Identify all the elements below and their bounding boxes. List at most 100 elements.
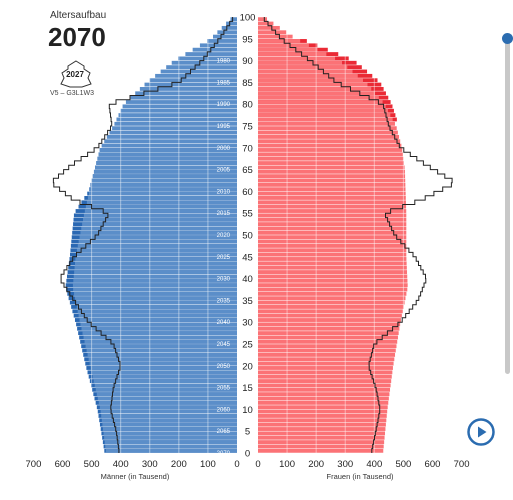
female-bar: [258, 78, 363, 83]
female-bar: [258, 191, 406, 196]
male-bar: [120, 108, 237, 113]
female-bar: [258, 326, 400, 331]
male-bar: [125, 100, 237, 104]
female-bar: [258, 252, 407, 257]
male-bar: [92, 174, 238, 179]
male-bar: [101, 418, 237, 423]
age-tick-label: 90: [242, 56, 253, 67]
female-bar: [258, 274, 408, 279]
play-icon[interactable]: [467, 418, 495, 446]
age-tick-label: 40: [242, 274, 253, 285]
male-bar: [81, 226, 237, 231]
x-tick-label-male: 200: [171, 459, 187, 470]
male-outline-2027: [52, 17, 234, 453]
birth-year-label: 2010: [217, 189, 231, 195]
male-bar: [80, 322, 237, 327]
male-bar: [166, 65, 237, 70]
female-bar: [258, 165, 405, 170]
female-bar: [258, 339, 398, 344]
female-bar: [258, 87, 372, 91]
female-bar: [258, 261, 407, 266]
male-bar: [84, 339, 238, 344]
x-tick-label-female: 600: [425, 459, 441, 470]
age-tick-label: 70: [242, 143, 253, 154]
male-bar: [83, 335, 237, 340]
female-bar: [258, 387, 391, 392]
x-tick-label-male: 0: [234, 459, 239, 470]
male-bar: [91, 370, 237, 375]
male-bar: [90, 182, 237, 187]
male-bar: [101, 143, 237, 148]
female-bar: [258, 187, 406, 192]
birth-year-label: 1995: [217, 124, 231, 130]
male-bar: [79, 235, 237, 240]
female-bar: [258, 257, 407, 261]
male-bar: [130, 95, 237, 100]
female-bar: [258, 270, 408, 274]
male-bar: [74, 261, 238, 266]
male-bar: [84, 209, 237, 213]
age-tick-label: 75: [242, 122, 253, 133]
male-bar: [112, 126, 237, 131]
male-bar: [94, 383, 237, 388]
female-bar: [258, 17, 268, 22]
male-bar: [76, 248, 237, 253]
year-slider-thumb[interactable]: [502, 33, 513, 44]
female-bar: [258, 305, 404, 309]
x-tick-label-female: 200: [308, 459, 324, 470]
female-bar: [258, 139, 401, 144]
male-bar: [95, 387, 237, 392]
male-bar: [91, 178, 237, 183]
female-bar: [258, 396, 389, 401]
male-bar: [155, 73, 237, 78]
female-bar: [258, 405, 388, 410]
male-bar: [114, 121, 237, 126]
birth-year-label: 2020: [217, 233, 231, 239]
x-tick-label-male: 600: [55, 459, 71, 470]
female-bar: [258, 43, 309, 48]
female-bar: [258, 379, 392, 383]
x-tick-label-male: 300: [142, 459, 158, 470]
age-tick-label: 100: [240, 13, 256, 24]
female-bar: [258, 126, 397, 131]
male-bar: [185, 52, 237, 56]
x-tick-label-male: 400: [113, 459, 129, 470]
age-tick-label: 35: [242, 296, 253, 307]
female-bar: [258, 113, 391, 118]
female-bar: [258, 313, 402, 318]
female-bar: [258, 309, 403, 314]
x-tick-label-female: 500: [395, 459, 411, 470]
birth-year-label: 2035: [217, 298, 231, 304]
female-bar: [258, 348, 396, 353]
birth-year-label: 2065: [217, 429, 231, 435]
age-tick-label: 45: [242, 252, 253, 263]
male-bar: [144, 82, 237, 87]
female-bar: [258, 392, 390, 397]
x-tick-label-female: 700: [454, 459, 470, 470]
x-axis-label-male: Männer (in Tausend): [101, 472, 170, 481]
year-slider-track[interactable]: [505, 38, 510, 374]
male-bar: [86, 200, 237, 205]
male-bar: [77, 309, 237, 314]
birth-year-label: 2000: [217, 146, 231, 152]
female-bar: [258, 344, 397, 349]
variant-label: V5 – G3L1W3: [50, 90, 94, 97]
male-bar: [85, 344, 237, 349]
male-bar: [105, 444, 237, 449]
male-bar: [80, 230, 237, 235]
male-bar: [86, 348, 237, 353]
female-bar: [258, 121, 395, 126]
birth-year-label: 2045: [217, 342, 231, 348]
female-bar: [258, 204, 407, 209]
female-bar: [258, 331, 399, 336]
male-bar: [230, 17, 237, 22]
male-bar: [93, 379, 237, 383]
male-bar: [98, 152, 238, 157]
female-bar: [258, 156, 404, 161]
male-bar: [72, 283, 237, 288]
female-bar: [258, 21, 274, 26]
male-bar: [78, 239, 238, 244]
male-bar: [87, 352, 237, 357]
age-tick-label: 80: [242, 100, 253, 111]
male-bar: [76, 252, 237, 257]
